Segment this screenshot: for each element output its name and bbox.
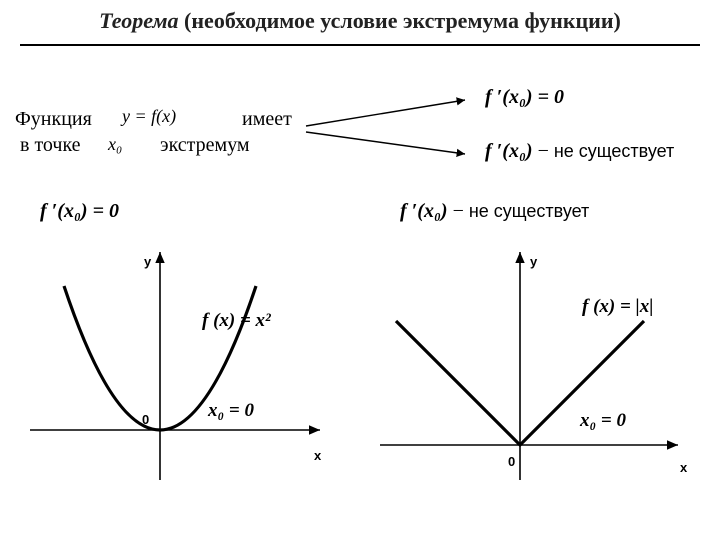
chart-left-heading: f ′(x₀) = 0 <box>40 200 119 223</box>
chart-parabola: y x 0 f (x) = x² x₀ = 0 <box>20 240 350 500</box>
implication-arrows <box>300 90 480 180</box>
chart-left-ylabel: y <box>144 254 151 269</box>
chart-right-heading: f ′(x₀) − не существует <box>400 200 589 223</box>
chart-left-fn: f (x) = x² <box>202 310 271 332</box>
title-plain: (необходимое условие экстремума функции) <box>179 8 621 33</box>
chart-right-xlabel: x <box>680 460 687 475</box>
chart-left-xlabel: x <box>314 448 321 463</box>
chart-abs: y x 0 f (x) = |x| x₀ = 0 <box>370 240 710 500</box>
chart-left-x0: x₀ = 0 <box>208 400 254 422</box>
chart-right-origin: 0 <box>508 454 515 469</box>
title-italic: Теорема <box>99 8 178 33</box>
premise-line2-a: в точке <box>20 134 81 157</box>
title-underline <box>20 44 700 46</box>
premise-formula-y: y = f(x) <box>122 106 176 127</box>
chart-right-heading-lhs: f ′(x₀) <box>400 200 448 222</box>
chart-right-heading-rhs: не существует <box>469 201 589 221</box>
chart-right-ylabel: y <box>530 254 537 269</box>
conclusion-1: f ′(x₀) = 0 <box>485 86 564 109</box>
premise-line1-a: Функция <box>15 108 92 131</box>
premise-line2-b: экстремум <box>160 134 250 157</box>
conclusion-2: f ′(x₀) − не существует <box>485 140 674 163</box>
chart-right-fn: f (x) = |x| <box>582 296 653 318</box>
premise-formula-x0: x₀ <box>108 134 122 155</box>
conclusion-2-lhs: f ′(x₀) <box>485 140 533 162</box>
page-title: Теорема (необходимое условие экстремума … <box>30 8 690 34</box>
chart-left-origin: 0 <box>142 412 149 427</box>
conclusion-2-rhs: не существует <box>554 141 674 161</box>
premise-line1-b: имеет <box>242 108 292 131</box>
chart-right-x0: x₀ = 0 <box>580 410 626 432</box>
chart-right-heading-dash: − <box>448 200 469 222</box>
conclusion-2-dash: − <box>533 140 554 162</box>
